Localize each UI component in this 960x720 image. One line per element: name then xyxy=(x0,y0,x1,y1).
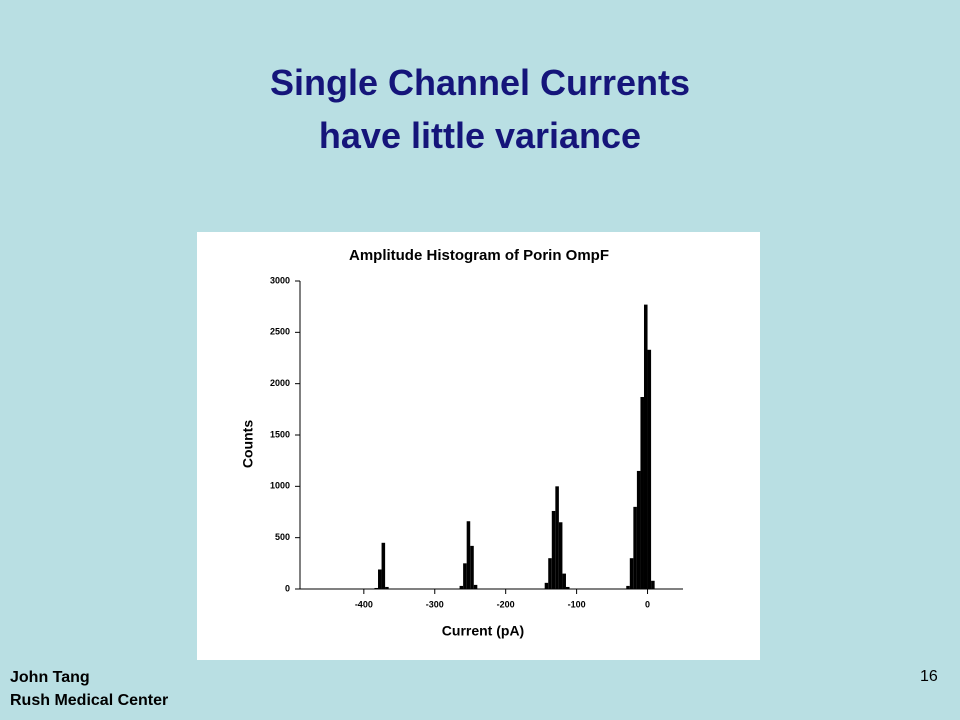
x-axis-label: Current (pA) xyxy=(442,623,524,639)
bar xyxy=(651,580,655,589)
bar xyxy=(555,486,559,589)
slide-title: have little variance xyxy=(318,115,642,156)
bar xyxy=(374,587,379,589)
author: John Tang xyxy=(10,669,90,686)
bar xyxy=(473,584,478,589)
bar xyxy=(629,558,634,589)
y-tick-label: 2500 xyxy=(270,327,290,337)
x-tick-label: -100 xyxy=(568,599,586,609)
bar xyxy=(381,542,386,589)
x-tick-label: -300 xyxy=(426,599,444,609)
bar xyxy=(643,304,648,589)
bar xyxy=(633,506,637,589)
bar xyxy=(647,349,652,589)
bar xyxy=(459,585,464,589)
bar xyxy=(640,397,644,589)
y-tick-label: 1500 xyxy=(270,429,290,439)
x-tick-label: -200 xyxy=(497,599,515,609)
bar xyxy=(558,522,563,589)
bar xyxy=(470,545,474,589)
y-tick-label: 1000 xyxy=(270,481,290,491)
y-tick-label: 500 xyxy=(275,532,290,542)
chart: Amplitude Histogram of Porin OmpF Curren… xyxy=(197,232,760,660)
bar xyxy=(565,586,570,589)
chart-background xyxy=(197,232,760,660)
y-tick-label: 3000 xyxy=(270,275,290,285)
bar xyxy=(636,470,641,589)
institution: Rush Medical Center xyxy=(10,692,169,709)
bar xyxy=(562,573,566,589)
bar xyxy=(551,510,556,589)
bar xyxy=(626,585,630,589)
y-tick-label: 0 xyxy=(285,583,290,593)
chart-title: Amplitude Histogram of Porin OmpF xyxy=(349,247,609,264)
bar xyxy=(385,586,389,589)
page-number: 16 xyxy=(920,668,938,685)
x-tick-label: 0 xyxy=(645,599,650,609)
bar xyxy=(548,558,552,589)
bar xyxy=(378,569,382,589)
bar xyxy=(466,521,471,589)
y-axis-label: Counts xyxy=(240,420,256,468)
slide-title: Single Channel Currents xyxy=(269,62,691,103)
y-tick-label: 2000 xyxy=(270,378,290,388)
x-tick-label: -400 xyxy=(355,599,373,609)
bar xyxy=(463,563,467,589)
bar xyxy=(544,582,549,589)
